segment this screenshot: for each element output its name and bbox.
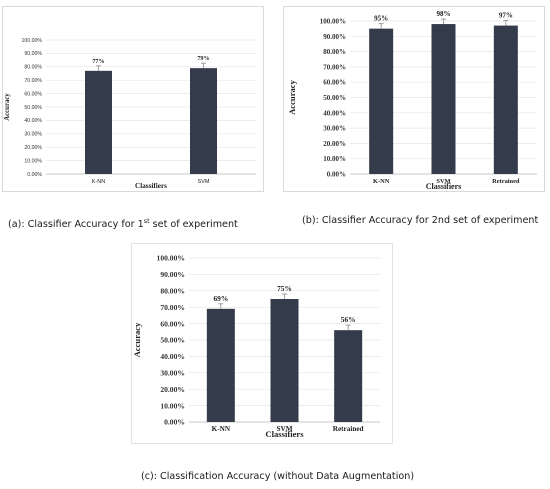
bar-retrained: [334, 330, 363, 422]
caption-a-superscript: st: [143, 217, 150, 225]
y-tick-label: 60.00%: [160, 319, 185, 328]
caption-b-text: (b): Classifier Accuracy for 2nd set of …: [302, 215, 539, 226]
y-tick-label: 40.00%: [323, 109, 346, 117]
chart-a: 0.00% 10.00% 20.00% 30.00% 40.00% 50.00% 60.00…: [2, 6, 264, 192]
bar-svm: [190, 68, 217, 174]
x-tick-label: K-NN: [373, 178, 390, 185]
caption-b: (b): Classifier Accuracy for 2nd set of …: [302, 215, 538, 226]
chart-c: 0.00% 10.00% 20.00% 30.00% 40.00% 50.00% 60.00…: [131, 243, 393, 444]
y-tick-label: 70.00%: [323, 63, 346, 71]
x-tick-label: K-NN: [92, 179, 105, 185]
y-tick-label: 40.00%: [160, 352, 185, 361]
y-tick-label: 30.00%: [24, 132, 42, 138]
y-tick-label: 90.00%: [323, 33, 346, 41]
caption-c-text: (c): Classification Accuracy (without Da…: [141, 471, 415, 482]
bar-retrained: [493, 25, 518, 175]
y-tick-label: 70.00%: [160, 303, 185, 312]
y-axis-title: Accuracy: [4, 93, 11, 121]
y-tick-label: 60.00%: [323, 79, 346, 87]
y-tick-label: 20.00%: [160, 385, 185, 394]
y-tick-label: 0.00%: [164, 418, 185, 427]
y-tick-label: 0.00%: [327, 170, 346, 178]
x-axis-title: Classifiers: [135, 182, 167, 190]
y-tick-label: 60.00%: [24, 91, 42, 97]
y-tick-label: 100.00%: [320, 17, 346, 25]
y-axis-title: Accuracy: [132, 322, 142, 358]
data-label: 56%: [341, 315, 356, 324]
x-tick-label: SVM: [436, 178, 450, 185]
data-label: 97%: [499, 12, 513, 20]
y-tick-label: 80.00%: [323, 48, 346, 56]
y-tick-label: 80.00%: [24, 65, 42, 71]
caption-a-text: (a): Classifier Accuracy for 1: [8, 219, 144, 231]
x-tick-label: Retrained: [333, 425, 364, 433]
y-tick-label: 50.00%: [24, 105, 42, 111]
data-label: 75%: [277, 284, 292, 293]
data-label: 69%: [213, 294, 228, 303]
x-tick-label: Retrained: [492, 178, 520, 185]
chart-b: 0.00% 10.00% 20.00% 30.00% 40.00% 50.00% 60.00…: [283, 6, 545, 192]
y-tick-label: 10.00%: [24, 158, 42, 164]
caption-c: (c): Classification Accuracy (without Da…: [141, 471, 414, 482]
y-tick-label: 90.00%: [160, 270, 185, 279]
y-tick-label: 40.00%: [24, 118, 42, 124]
y-tick-label: 20.00%: [24, 145, 42, 151]
y-tick-label: 80.00%: [160, 286, 185, 295]
bar-svm: [431, 24, 456, 175]
x-axis-title: Classifiers: [426, 182, 462, 191]
y-tick-label: 50.00%: [323, 94, 346, 102]
x-tick-label: SVM: [198, 179, 210, 185]
data-label: 95%: [374, 15, 388, 23]
caption-a: (a): Classifier Accuracy for 1st set of …: [8, 217, 238, 230]
bar-svm: [270, 299, 299, 422]
x-axis-title: Classifiers: [265, 429, 304, 439]
data-label: 77%: [92, 58, 104, 65]
y-tick-label: 10.00%: [160, 401, 185, 410]
chart-panel-c: 0.00% 10.00% 20.00% 30.00% 40.00% 50.00% 60.00…: [131, 243, 393, 444]
y-tick-label: 20.00%: [323, 140, 346, 148]
y-tick-label: 30.00%: [160, 368, 185, 377]
data-label: 79%: [197, 55, 209, 62]
y-tick-label: 100.00%: [157, 254, 185, 263]
y-tick-label: 100.00%: [22, 38, 43, 44]
x-tick-label: SVM: [277, 425, 293, 433]
chart-panel-a: 0.00% 10.00% 20.00% 30.00% 40.00% 50.00% 60.00…: [2, 6, 264, 192]
y-tick-label: 50.00%: [160, 336, 185, 345]
y-tick-label: 10.00%: [323, 155, 346, 163]
chart-panel-b: 0.00% 10.00% 20.00% 30.00% 40.00% 50.00% 60.00…: [283, 6, 545, 192]
y-tick-label: 70.00%: [24, 78, 42, 84]
y-tick-label: 90.00%: [24, 51, 42, 57]
x-tick-label: K-NN: [212, 425, 231, 433]
y-axis-title: Accuracy: [287, 79, 297, 115]
y-tick-label: 30.00%: [323, 125, 346, 133]
bar-knn: [85, 70, 112, 174]
bar-knn: [206, 308, 235, 422]
data-label: 98%: [437, 10, 451, 18]
caption-a-text-end: set of experiment: [149, 219, 238, 231]
y-tick-label: 0.00%: [27, 172, 42, 178]
bar-knn: [369, 28, 394, 175]
